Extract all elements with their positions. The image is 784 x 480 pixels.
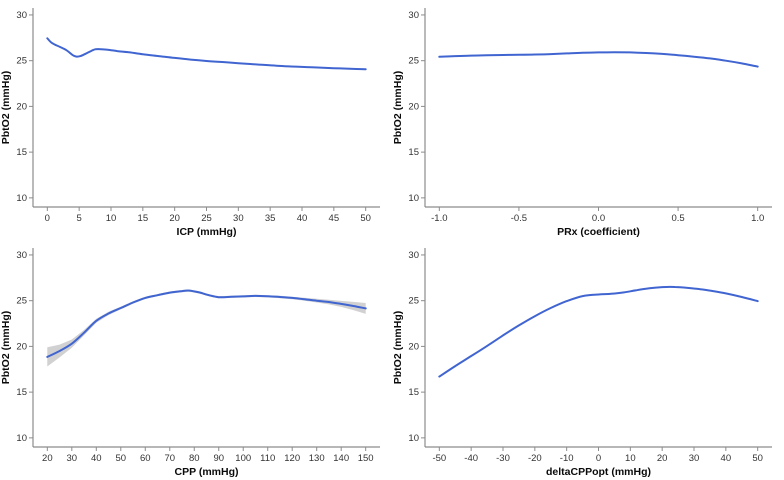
y-axis-title: PbtO2 (mmHg) xyxy=(392,311,404,385)
y-tick-label: 25 xyxy=(408,296,419,307)
chart-pbto2-vs-deltacppopt: -50 -40 -30 -20 -10 0 10 20 30 40 50 10 15 20 25 30 delt… xyxy=(392,240,784,480)
x-tick-label: 25 xyxy=(201,213,212,224)
y-tick-label: 25 xyxy=(16,56,27,67)
x-tick-label: 50 xyxy=(360,213,371,224)
y-tick-label: 20 xyxy=(408,341,419,352)
x-tick-label: -20 xyxy=(528,453,542,464)
x-tick-label: 0 xyxy=(596,453,601,464)
chart-pbto2-vs-icp: 0 5 10 15 20 25 30 35 40 45 50 10 15 20 25 30 ICP (mmHg)… xyxy=(0,0,392,240)
x-axis-title: ICP (mmHg) xyxy=(177,226,237,238)
x-tick-label: 15 xyxy=(138,213,149,224)
x-tick-label: 40 xyxy=(721,453,732,464)
x-tick-label: 10 xyxy=(106,213,117,224)
x-tick-label: 40 xyxy=(91,453,102,464)
x-tick-label: 10 xyxy=(625,453,636,464)
x-axis-title: PRx (coefficient) xyxy=(557,226,640,238)
x-tick-label: 140 xyxy=(333,453,349,464)
y-tick-label: 10 xyxy=(408,433,419,444)
x-tick-label: 70 xyxy=(164,453,175,464)
plot-svg: -1.0 -0.5 0.0 0.5 1.0 10 15 20 25 30 PRx (coeffici… xyxy=(392,8,772,238)
x-tick-label: 60 xyxy=(140,453,151,464)
trend-line xyxy=(46,37,367,71)
x-tick-label: -30 xyxy=(496,453,510,464)
x-tick-label: 100 xyxy=(235,453,251,464)
x-tick-label: 90 xyxy=(213,453,224,464)
x-tick-label: 130 xyxy=(309,453,325,464)
x-tick-label: 40 xyxy=(297,213,308,224)
x-tick-label: 150 xyxy=(358,453,374,464)
y-tick-label: 30 xyxy=(16,250,27,261)
chart-pbto2-vs-cpp: 20 30 40 50 60 70 80 90 100 110 120 130 140 150 10 15 20… xyxy=(0,240,392,480)
y-tick-label: 15 xyxy=(16,147,27,158)
x-tick-label: -10 xyxy=(560,453,574,464)
x-tick-label: 30 xyxy=(689,453,700,464)
x-tick-label: 30 xyxy=(233,213,244,224)
x-tick-label: 0.0 xyxy=(592,213,605,224)
x-tick-label: 20 xyxy=(657,453,668,464)
x-tick-label: -50 xyxy=(432,453,446,464)
x-tick-label: 110 xyxy=(260,453,275,464)
y-tick-label: 15 xyxy=(408,147,419,158)
y-tick-label: 20 xyxy=(16,341,27,352)
y-tick-label: 20 xyxy=(16,101,27,112)
y-tick-label: 25 xyxy=(16,296,27,307)
plot-svg: 20 30 40 50 60 70 80 90 100 110 120 130 140 150 10 15 20… xyxy=(0,248,380,478)
y-tick-label: 30 xyxy=(16,10,27,21)
trend-line xyxy=(438,285,759,378)
trend-line xyxy=(46,289,367,358)
x-tick-label: 50 xyxy=(752,453,763,464)
plot-svg: 0 5 10 15 20 25 30 35 40 45 50 10 15 20 25 30 ICP (mmHg)… xyxy=(0,8,380,238)
x-tick-label: 0.5 xyxy=(671,213,684,224)
trend-line xyxy=(438,51,759,68)
y-tick-label: 20 xyxy=(408,101,419,112)
x-tick-label: -1.0 xyxy=(431,213,447,224)
x-tick-label: 80 xyxy=(189,453,200,464)
y-tick-label: 30 xyxy=(408,10,419,21)
x-tick-label: 45 xyxy=(329,213,340,224)
x-tick-label: 0 xyxy=(45,213,50,224)
y-tick-label: 10 xyxy=(16,433,27,444)
y-axis-title: PbtO2 (mmHg) xyxy=(0,71,12,145)
y-tick-label: 10 xyxy=(16,193,27,204)
x-tick-label: 20 xyxy=(42,453,53,464)
x-tick-label: -40 xyxy=(464,453,478,464)
y-tick-label: 30 xyxy=(408,250,419,261)
y-tick-label: 15 xyxy=(16,387,27,398)
x-axis-title: deltaCPPopt (mmHg) xyxy=(546,466,651,478)
y-axis-title: PbtO2 (mmHg) xyxy=(0,311,12,385)
y-tick-label: 15 xyxy=(408,387,419,398)
chart-pbto2-vs-prx: -1.0 -0.5 0.0 0.5 1.0 10 15 20 25 30 PRx (coeffici… xyxy=(392,0,784,240)
x-tick-label: -0.5 xyxy=(511,213,527,224)
x-tick-label: 120 xyxy=(284,453,300,464)
x-tick-label: 50 xyxy=(116,453,127,464)
x-tick-label: 35 xyxy=(265,213,276,224)
x-tick-label: 30 xyxy=(67,453,78,464)
x-tick-label: 1.0 xyxy=(751,213,764,224)
x-tick-label: 5 xyxy=(77,213,82,224)
y-axis-title: PbtO2 (mmHg) xyxy=(392,71,404,145)
x-tick-label: 20 xyxy=(169,213,180,224)
plot-svg: -50 -40 -30 -20 -10 0 10 20 30 40 50 10 15 20 25 30 delt… xyxy=(392,248,772,478)
y-tick-label: 25 xyxy=(408,56,419,67)
y-tick-label: 10 xyxy=(408,193,419,204)
x-axis-title: CPP (mmHg) xyxy=(175,466,239,478)
